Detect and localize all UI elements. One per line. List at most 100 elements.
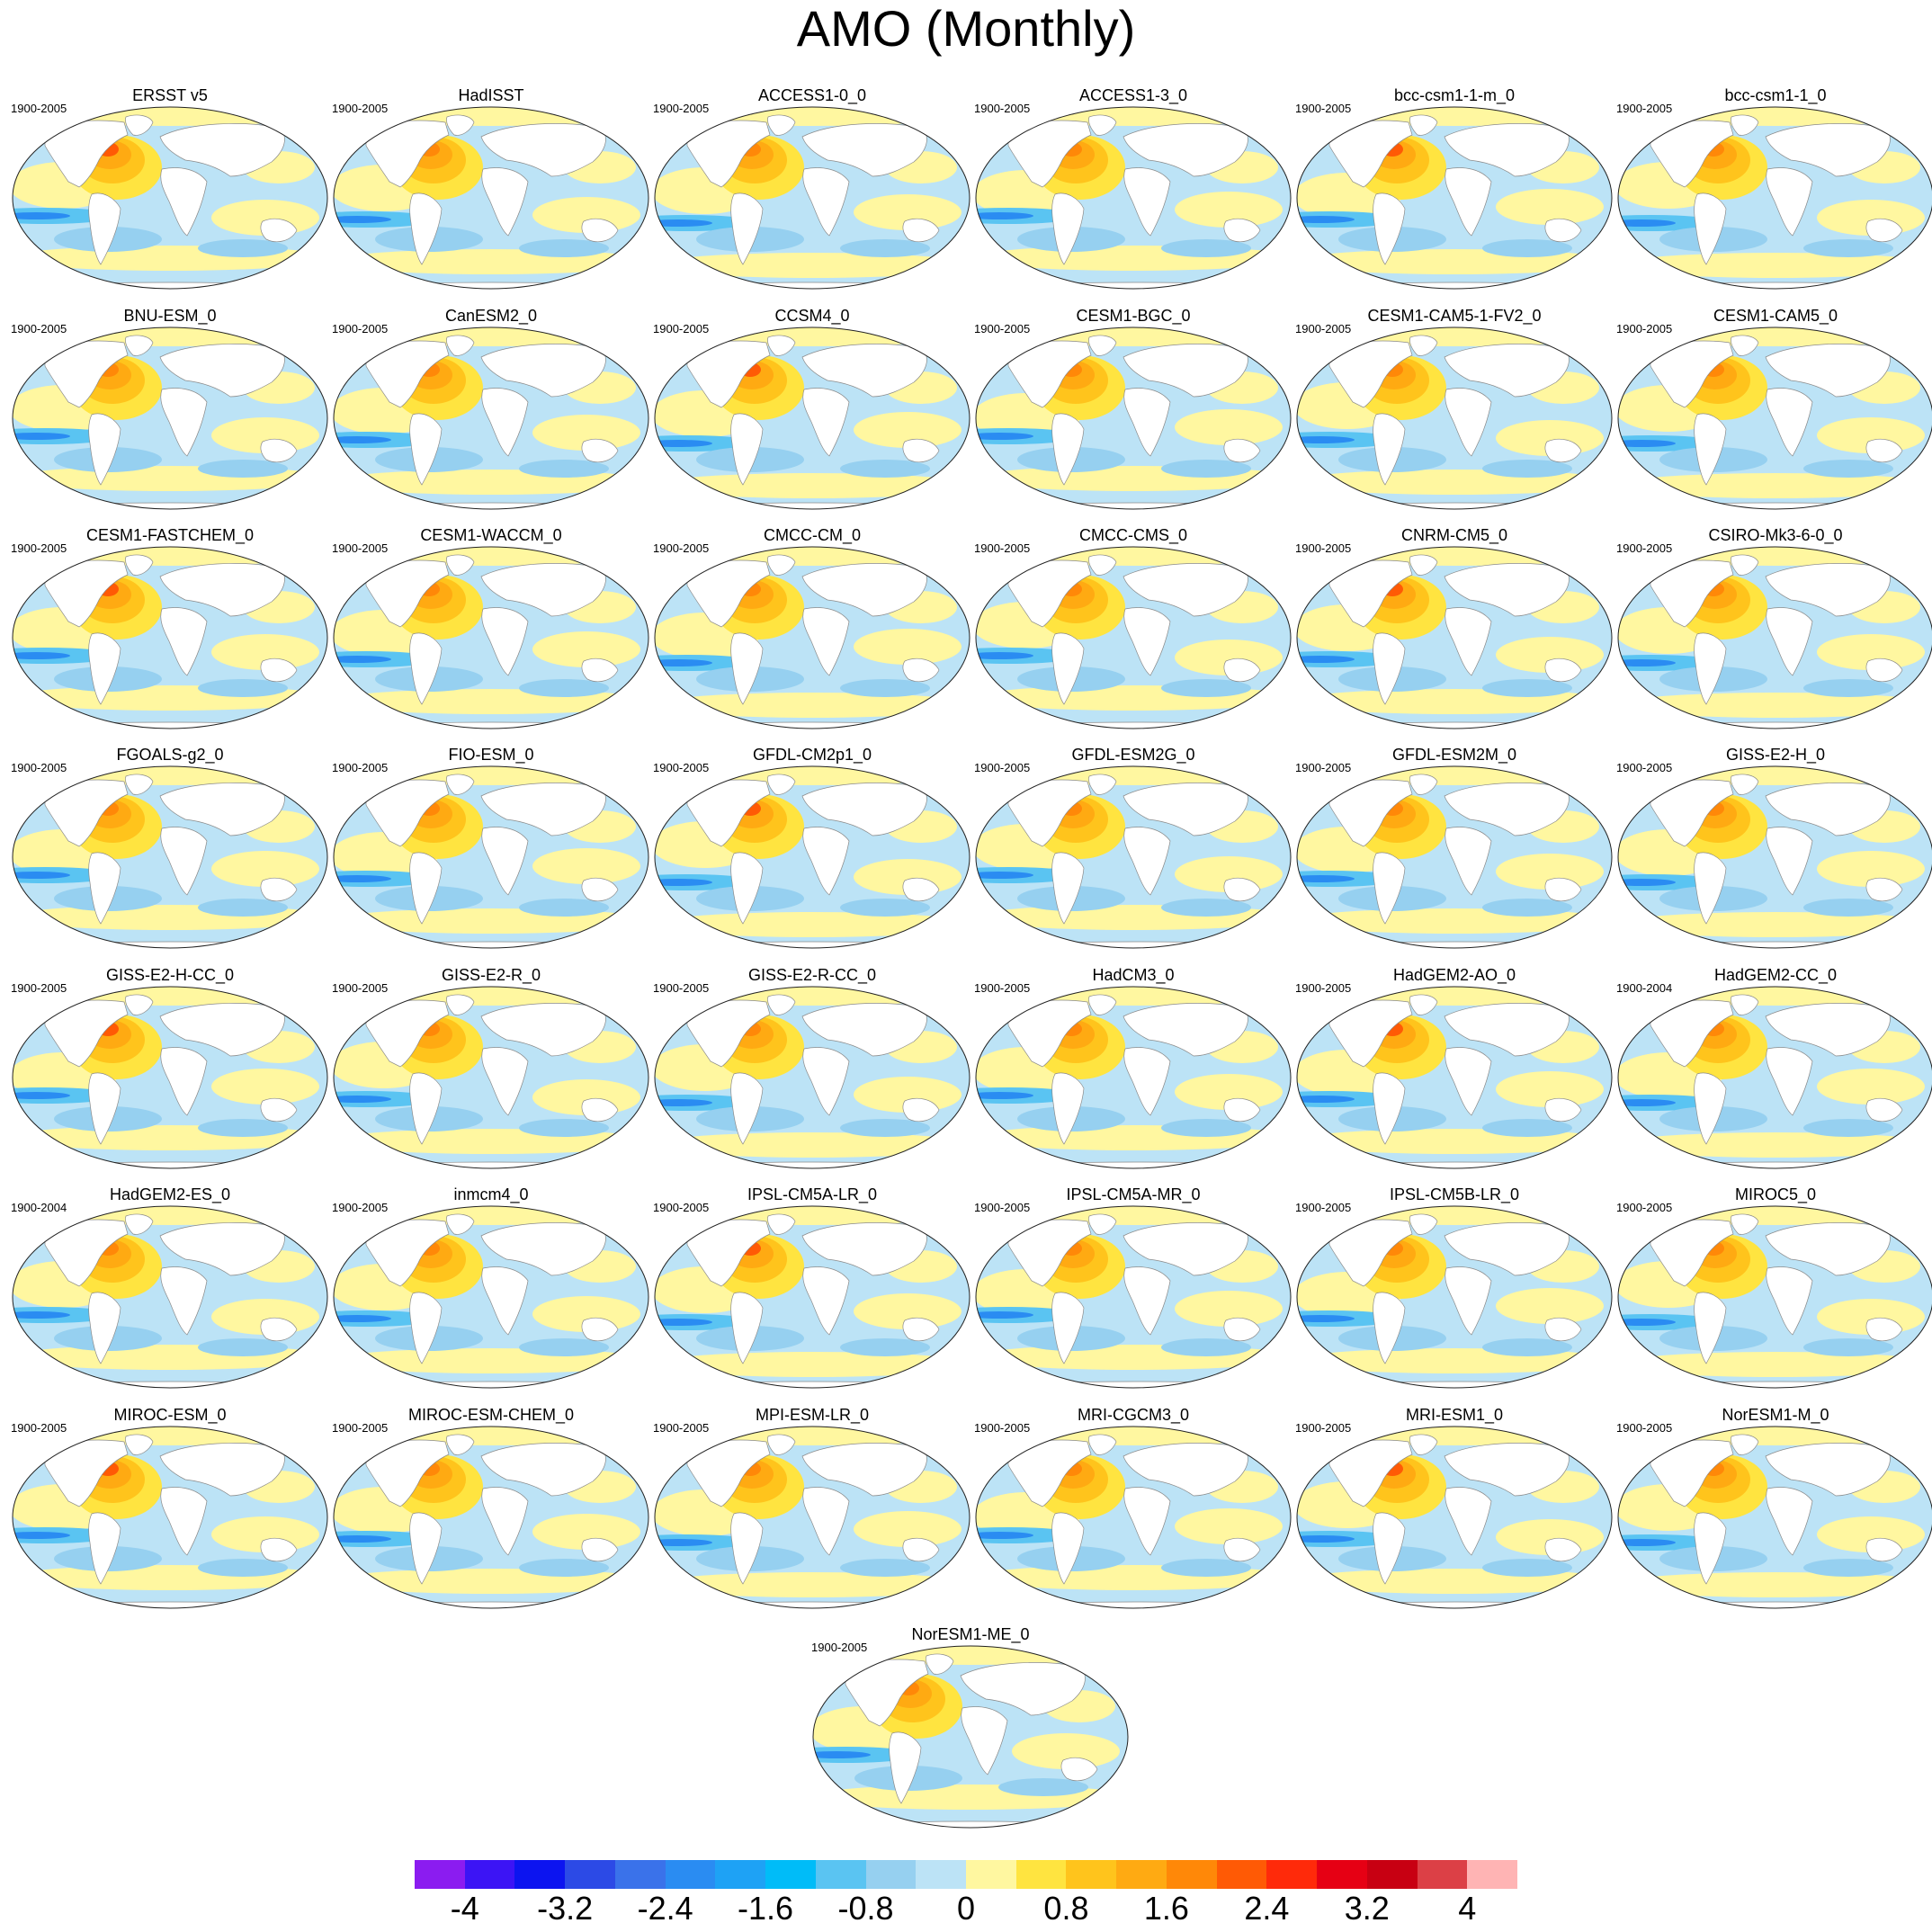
south-america-land <box>730 852 764 925</box>
colorbar-swatch <box>865 1860 917 1889</box>
panel-title: MPI-ESM-LR_0 <box>755 1406 870 1424</box>
colorbar-swatch <box>514 1860 566 1889</box>
panel-period: 1900-2005 <box>974 981 1031 995</box>
map-plot <box>333 546 649 729</box>
greenland-land <box>767 114 796 136</box>
panel-period: 1900-2005 <box>1295 761 1352 774</box>
australia-land <box>1223 218 1261 243</box>
panel-period: 1900-2005 <box>974 761 1031 774</box>
north-america-land <box>1328 120 1413 188</box>
panel-period: 1900-2005 <box>974 1421 1031 1435</box>
panel-period: 1900-2005 <box>332 541 389 555</box>
indian-ocean-anomaly <box>1496 637 1604 673</box>
africa-land <box>160 607 208 676</box>
north-america-land <box>1007 1219 1092 1287</box>
africa-land <box>160 1266 208 1336</box>
south-indian-anomaly <box>998 1778 1088 1796</box>
map-panel-miroc-esm-0: MIROC-ESM_0 1900-2005 <box>9 1406 331 1614</box>
panel-period: 1900-2005 <box>974 1201 1031 1214</box>
africa-land <box>802 1266 850 1336</box>
greenland-land <box>1088 114 1117 136</box>
panel-title: NorESM1-ME_0 <box>911 1625 1030 1643</box>
panel-period: 1900-2005 <box>1295 541 1352 555</box>
eurasia-land <box>1123 123 1248 177</box>
map-panel-miroc-esm-chem-0: MIROC-ESM-CHEM_0 1900-2005 <box>330 1406 652 1614</box>
equatorial-pacific-core-anomaly <box>334 1535 391 1543</box>
panel-title: GISS-E2-H_0 <box>1725 746 1826 764</box>
panel-title: CMCC-CM_0 <box>764 526 861 544</box>
panel-period: 1900-2005 <box>332 1201 389 1214</box>
map-panel-cesm1-fastchem-0: CESM1-FASTCHEM_0 1900-2005 <box>9 526 331 735</box>
panel-period: 1900-2005 <box>653 1201 710 1214</box>
australia-land <box>581 218 619 243</box>
colorbar-swatch <box>1366 1860 1418 1889</box>
globe-outline <box>975 1205 1292 1389</box>
north-america-land <box>1328 999 1413 1068</box>
australia-land <box>902 1317 940 1342</box>
south-america-land <box>1694 413 1727 486</box>
panel-title: ACCESS1-0_0 <box>757 86 867 104</box>
north-america-land <box>845 1659 929 1727</box>
south-america-land <box>1373 1292 1406 1364</box>
globe-outline <box>333 1205 649 1389</box>
panel-period: 1900-2005 <box>11 102 67 115</box>
south-america-land <box>1373 192 1406 265</box>
south-america-land <box>1051 1292 1085 1364</box>
south-america-land <box>1051 852 1085 925</box>
greenland-land <box>1409 114 1438 136</box>
panel-period: 1900-2005 <box>332 981 389 995</box>
indian-ocean-anomaly <box>1175 409 1283 445</box>
south-indian-anomaly <box>1161 679 1251 697</box>
map-panel-canesm2-0: CanESM2_0 1900-2005 <box>330 307 652 515</box>
south-indian-anomaly <box>519 1119 609 1137</box>
south-america-land <box>88 1292 121 1364</box>
panel-title: MIROC5_0 <box>1734 1185 1817 1203</box>
panel-title: FIO-ESM_0 <box>448 746 534 764</box>
australia-land <box>260 1537 298 1562</box>
south-america-land <box>409 1292 443 1364</box>
australia-land <box>1544 1317 1582 1342</box>
southern-ocean-anomaly <box>655 1132 970 1158</box>
map-panel-hadisst: HadISST 1900-2005 <box>330 86 652 295</box>
south-indian-anomaly <box>1482 239 1572 257</box>
africa-land <box>160 1487 208 1556</box>
indian-ocean-anomaly <box>1175 1074 1283 1110</box>
australia-land <box>1223 1537 1261 1562</box>
southern-ocean-anomaly <box>1618 1132 1932 1158</box>
eurasia-land <box>801 123 927 177</box>
equatorial-pacific-core-anomaly <box>1297 1535 1355 1543</box>
south-indian-anomaly <box>840 1559 930 1577</box>
indian-ocean-anomaly <box>1496 854 1604 890</box>
greenland-land <box>125 335 154 356</box>
south-indian-anomaly <box>1482 1559 1572 1577</box>
globe-outline <box>1617 765 1932 949</box>
eurasia-land <box>801 1222 927 1276</box>
greenland-land <box>767 554 796 576</box>
colorbar-swatch <box>1467 1860 1518 1889</box>
map-plot <box>12 765 328 949</box>
greenland-land <box>767 335 796 356</box>
map-plot <box>654 1426 970 1609</box>
globe-outline <box>1296 1426 1613 1609</box>
map-plot <box>654 106 970 290</box>
panel-title: GISS-E2-R_0 <box>441 966 541 984</box>
map-panel-giss-e2-h-0: GISS-E2-H_0 1900-2005 <box>1614 746 1932 954</box>
south-america-land <box>1694 192 1727 265</box>
southern-ocean-anomaly <box>1618 473 1932 498</box>
south-america-land <box>88 1512 121 1585</box>
south-indian-anomaly <box>198 899 288 917</box>
colorbar-tick-label: -4 <box>450 1890 479 1927</box>
south-indian-anomaly <box>198 1559 288 1577</box>
map-panel-noresm1-me-0: NorESM1-ME_0 1900-2005 <box>809 1625 1131 1834</box>
australia-land <box>581 438 619 463</box>
eurasia-land <box>1444 344 1570 398</box>
greenland-land <box>926 1653 954 1675</box>
north-america-land <box>1007 999 1092 1068</box>
map-plot <box>975 1205 1292 1389</box>
south-indian-anomaly <box>198 679 288 697</box>
globe-outline <box>654 546 970 729</box>
equatorial-pacific-core-anomaly <box>334 436 391 443</box>
africa-land <box>1445 827 1492 896</box>
greenland-land <box>1731 994 1759 1015</box>
globe-outline <box>1296 986 1613 1169</box>
